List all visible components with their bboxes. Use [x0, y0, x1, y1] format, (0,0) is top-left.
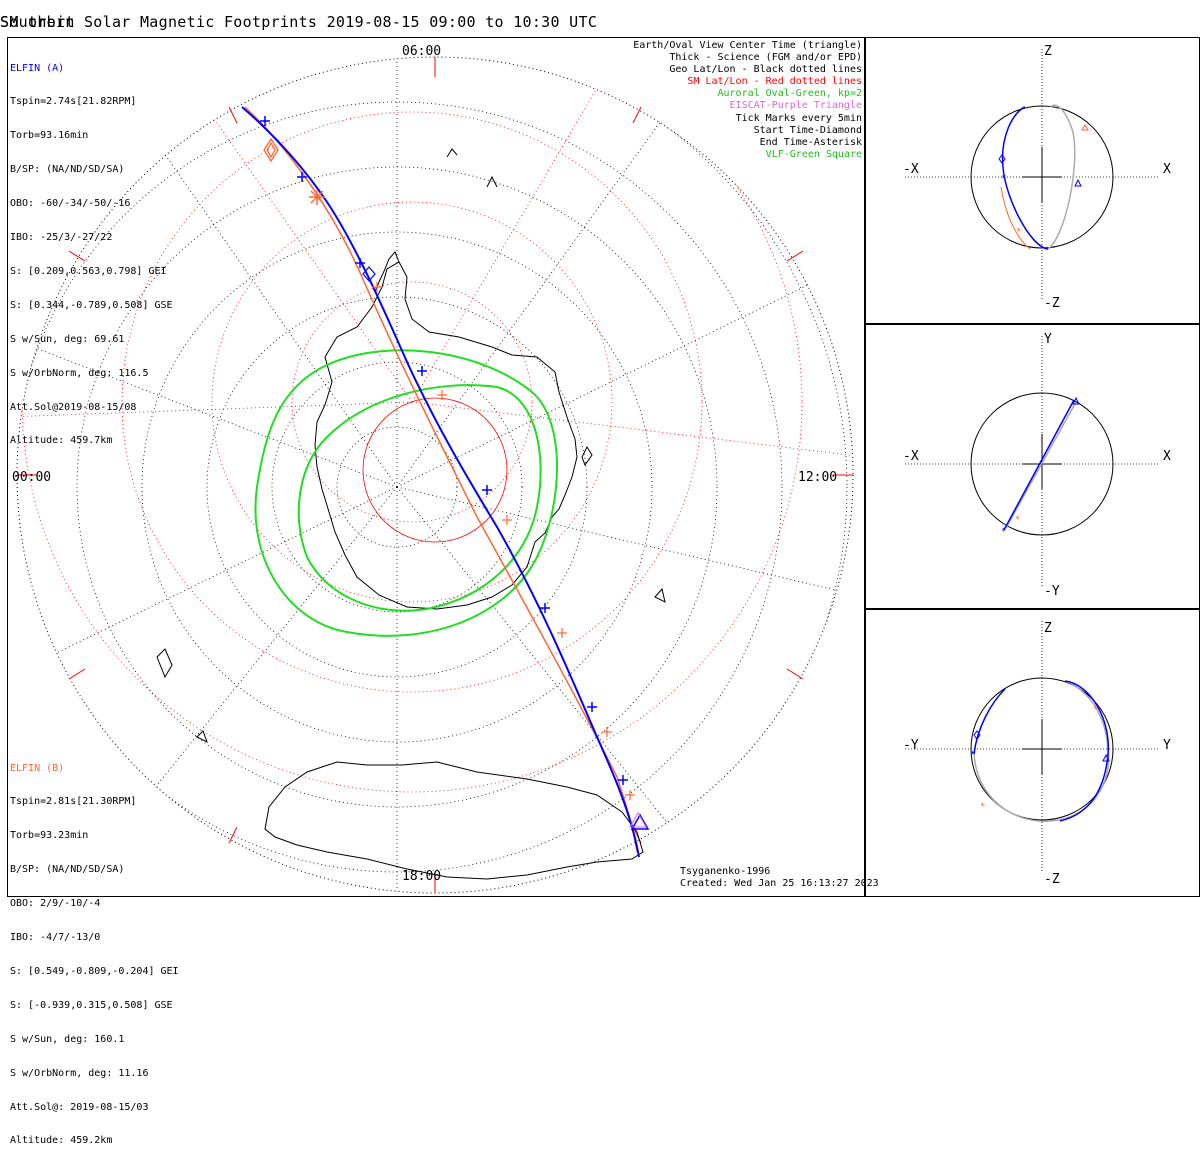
view-center-triangle: [630, 813, 650, 830]
legend-item-geo-grid: Geo Lat/Lon - Black dotted lines: [669, 64, 862, 76]
xy-axis-bottom: -Y: [1044, 584, 1060, 599]
xz-axis-top: Z: [1044, 44, 1052, 59]
footprint-map-frame: [7, 37, 865, 897]
elfin-a-footprint-track: [241, 106, 640, 858]
created-timestamp: Created: Wed Jan 25 16:13:27 2023: [680, 878, 879, 889]
xy-axis-left: -X: [903, 449, 919, 464]
yz-axis-right: Y: [1163, 738, 1171, 753]
svg-text:*: *: [1001, 174, 1006, 184]
footprint-tracks: [241, 106, 640, 858]
orbit-title: SM orbit: [0, 13, 75, 31]
auroral-oval: [254, 349, 558, 637]
elfin-b-line: Torb=93.23min: [10, 830, 89, 842]
mlt-label-bottom: 18:00: [402, 869, 442, 884]
legend-item-sm-grid: SM Lat/Lon - Red dotted lines: [687, 76, 862, 88]
orbit-b-track-xy: [1005, 401, 1077, 529]
elfin-a-name: ELFIN (A): [10, 62, 65, 74]
field-model-label: Tsyganenko-1996: [680, 866, 771, 877]
elfin-b-line: Altitude: 459.2km: [10, 1135, 113, 1147]
elfin-a-line: Att.Sol@2019-08-15/08: [10, 401, 137, 413]
orbit-a-track-xz: [1001, 106, 1049, 250]
elfin-a-info: ELFIN (A) Tspin=2.74s[21.82RPM] Torb=93.…: [10, 40, 173, 458]
xy-axis-top: Y: [1044, 332, 1052, 347]
elfin-a-line: S w/Sun, deg: 69.61: [10, 333, 125, 345]
elfin-b-end-asterisk: [309, 189, 325, 205]
elfin-a-line: IBO: -25/3/-27/22: [10, 232, 113, 244]
elfin-b-footprint-track: [244, 106, 638, 853]
elfin-b-line: S: [-0.939,0.315,0.508] GSE: [10, 999, 173, 1011]
elfin-b-start-marker: [263, 137, 279, 163]
svg-text:*: *: [1093, 705, 1098, 715]
yz-axis-left: -Y: [903, 738, 919, 753]
orbit-plot-yz: * * *: [905, 621, 1160, 871]
map-title: Southern Solar Magnetic Footprints 2019-…: [0, 13, 598, 31]
elfin-a-line: S w/OrbNorm, deg: 116.5: [10, 367, 149, 379]
elfin-b-line: IBO: -4/7/-13/0: [10, 932, 101, 944]
elfin-a-line: B/SP: (NA/ND/SD/SA): [10, 164, 125, 176]
xy-axis-right: X: [1163, 449, 1171, 464]
southern-footprint-map: [16, 56, 854, 894]
legend-item-start-time: Start Time-Diamond: [753, 124, 862, 136]
svg-text:*: *: [1015, 515, 1020, 525]
orbit-b-track-xz: [1047, 104, 1076, 250]
elfin-b-line: Tspin=2.81s[21.30RPM]: [10, 796, 137, 808]
mlt-label-left: 00:00: [12, 470, 52, 485]
legend-item-tick-marks: Tick Marks every 5min: [735, 112, 862, 124]
orbit-a-track-yz: [973, 680, 1109, 822]
elfin-b-line: S w/Sun, deg: 160.1: [10, 1033, 125, 1045]
elfin-a-line: Altitude: 459.7km: [10, 435, 113, 447]
elfin-b-line: B/SP: (NA/ND/SD/SA): [10, 864, 125, 876]
sm-pole-circle: [362, 397, 508, 543]
view-center-triangle-b: [629, 811, 647, 828]
elfin-a-line: OBO: -60/-34/-50/-16: [10, 198, 131, 210]
elfin-a-line: S: [0.209,0.563,0.798] GEI: [10, 265, 167, 277]
elfin-a-tick-marks: [260, 116, 628, 785]
elfin-b-info: ELFIN (B) Tspin=2.81s[21.30RPM] Torb=93.…: [10, 740, 179, 1158]
map-legend: Earth/Oval View Center Time (triangle) T…: [633, 40, 862, 161]
orbit-plot-xy: * *: [905, 336, 1160, 586]
svg-text:*: *: [980, 802, 985, 812]
svg-text:*: *: [1001, 527, 1006, 537]
xz-axis-bottom: -Z: [1044, 296, 1060, 311]
coastlines: [156, 148, 666, 880]
xz-axis-right: X: [1163, 162, 1171, 177]
legend-item-end-time: End Time-Asterisk: [759, 136, 862, 148]
svg-text:*: *: [1016, 227, 1021, 237]
elfin-b-tick-marks: [372, 282, 635, 800]
mlt-ticks: [17, 57, 853, 893]
elfin-a-start-marker: [362, 266, 376, 282]
legend-item-science: Thick - Science (FGM and/or EPD): [669, 52, 862, 64]
elfin-a-line: S: [0.344,-0.789,0.508] GSE: [10, 299, 173, 311]
orbit-plot-xz: * *: [905, 49, 1160, 299]
legend-item-auroral-oval: Auroral Oval-Green, kp=2: [717, 88, 863, 100]
elfin-b-line: S w/OrbNorm, deg: 11.16: [10, 1067, 149, 1079]
mlt-label-top: 06:00: [402, 44, 442, 59]
elfin-b-name: ELFIN (B): [10, 762, 65, 774]
yz-axis-top: Z: [1044, 621, 1052, 636]
elfin-a-line: Tspin=2.74s[21.82RPM]: [10, 96, 137, 108]
orbit-a-track-xy: [1003, 399, 1075, 531]
svg-text:*: *: [970, 750, 975, 760]
legend-item-vlf: VLF-Green Square: [765, 148, 862, 160]
xz-axis-left: -X: [903, 162, 919, 177]
legend-item-eiscat: EISCAT-Purple Triangle: [729, 100, 862, 112]
elfin-a-line: Torb=93.16min: [10, 130, 89, 142]
elfin-b-line: S: [0.549,-0.809,-0.204] GEI: [10, 965, 179, 977]
yz-axis-bottom: -Z: [1044, 872, 1060, 887]
elfin-b-line: Att.Sol@: 2019-08-15/03: [10, 1101, 149, 1113]
mlt-label-right: 12:00: [798, 470, 838, 485]
legend-item-view-center: Earth/Oval View Center Time (triangle): [633, 40, 862, 51]
